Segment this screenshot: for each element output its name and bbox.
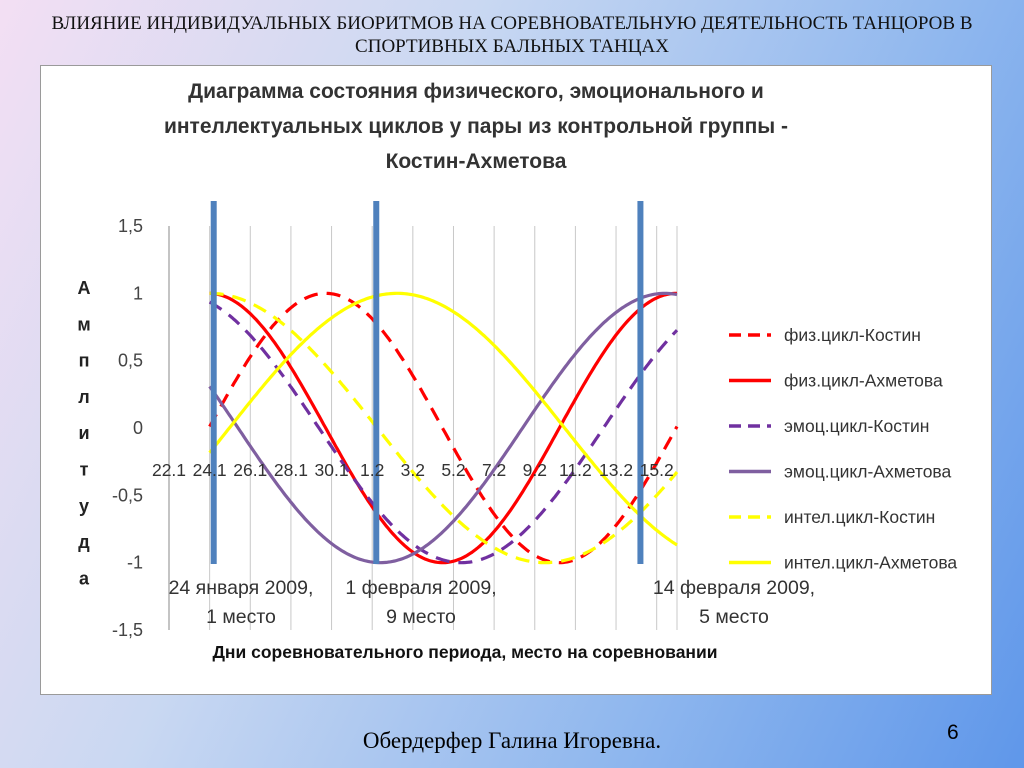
biorhythm-chart: Диаграмма состояния физического, эмоцион…: [77, 80, 957, 662]
legend-label-2: физ.цикл-Ахметова: [784, 371, 943, 391]
legend-label-5: интел.цикл-Костин: [784, 507, 935, 527]
chart-labels: Диаграмма состояния физического, эмоцион…: [77, 80, 815, 662]
series-line-5: [209, 291, 679, 565]
chart-title-line: Диаграмма состояния физического, эмоцион…: [188, 80, 764, 103]
y-tick-label: 0: [133, 418, 143, 438]
x-tick-label: 1.2: [360, 460, 384, 480]
y-tick-label: 1,5: [118, 216, 143, 236]
legend-label-3: эмоц.цикл-Костин: [784, 416, 929, 436]
series-line-4: [208, 291, 678, 565]
event-label-1: 24 января 2009,: [169, 577, 314, 599]
y-axis-label-letter: а: [79, 568, 90, 588]
legend-label-4: эмоц.цикл-Ахметова: [784, 462, 952, 482]
y-axis-label-letter: д: [78, 532, 90, 552]
footer-author: Обердерфер Галина Игоревна.: [362, 728, 662, 753]
y-tick-label: 1: [133, 283, 143, 303]
x-tick-label: 24.1: [193, 460, 227, 480]
page-number: 6: [947, 721, 959, 744]
x-tick-label: 7.2: [482, 460, 506, 480]
x-tick-label: 30.1: [315, 460, 349, 480]
series-group: [208, 291, 679, 565]
y-tick-label: 0,5: [118, 351, 143, 371]
x-tick-label: 11.2: [559, 460, 592, 480]
event-label-1: 1 место: [206, 606, 276, 628]
y-axis-label-letter: п: [79, 351, 90, 371]
x-tick-label: 28.1: [274, 460, 308, 480]
slide-title-text: ВЛИЯНИЕ ИНДИВИДУАЛЬНЫХ БИОРИТМОВ НА СОРЕ…: [51, 13, 973, 57]
series-line-3: [208, 300, 679, 565]
event-label-2: 9 место: [386, 606, 456, 628]
x-tick-label: 15.2: [640, 460, 674, 480]
chart-title-line: Костин-Ахметова: [386, 150, 567, 173]
chart-panel: Диаграмма состояния физического, эмоцион…: [40, 65, 992, 695]
x-tick-label: 9.2: [523, 460, 547, 480]
legend-label-6: интел.цикл-Ахметова: [784, 553, 957, 573]
x-tick-label: 3.2: [401, 460, 425, 480]
x-tick-label: 5.2: [441, 460, 465, 480]
y-tick-label: -1,5: [112, 620, 143, 640]
x-axis-label: Дни соревновательного периода, место на …: [212, 642, 717, 662]
event-label-2: 1 февраля 2009,: [345, 577, 496, 599]
y-tick-label: -1: [127, 553, 143, 573]
y-axis-label-letter: А: [78, 278, 91, 298]
x-tick-label: 26.1: [233, 460, 267, 480]
slide-title: ВЛИЯНИЕ ИНДИВИДУАЛЬНЫХ БИОРИТМОВ НА СОРЕ…: [0, 12, 1024, 58]
y-axis-label-letter: и: [78, 423, 89, 443]
grid: [168, 226, 678, 630]
y-tick-label: -0,5: [112, 485, 143, 505]
x-tick-label: 13.2: [599, 460, 633, 480]
y-axis-label-letter: у: [79, 496, 89, 516]
series-line-6: [208, 291, 678, 547]
y-axis-label-letter: м: [77, 314, 90, 334]
series-line-2: [209, 291, 678, 565]
series-line-1: [208, 291, 679, 565]
chart-title-line: интеллектуальных циклов у пары из контро…: [164, 115, 788, 138]
y-axis-label-letter: л: [78, 387, 89, 407]
legend-label-1: физ.цикл-Костин: [784, 325, 921, 345]
x-tick-label: 22.1: [152, 460, 186, 480]
legend: физ.цикл-Костин физ.цикл-Ахметова эмоц.цик…: [729, 325, 957, 573]
y-axis-label-letter: т: [80, 460, 89, 480]
event-label-3: 14 февраля 2009,: [653, 577, 815, 599]
event-label-3: 5 место: [699, 606, 769, 628]
event-markers: [210, 201, 644, 564]
